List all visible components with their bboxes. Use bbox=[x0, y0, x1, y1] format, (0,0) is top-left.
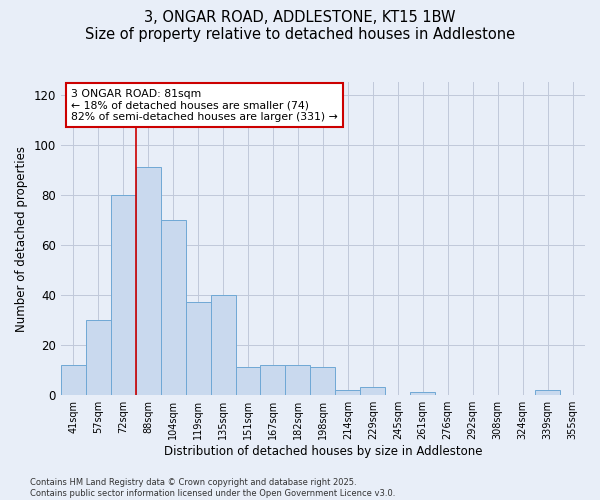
Bar bbox=[535, 390, 560, 394]
Bar bbox=[111, 195, 136, 394]
Bar bbox=[211, 295, 236, 394]
Bar bbox=[61, 364, 86, 394]
Bar bbox=[260, 364, 286, 394]
Bar bbox=[161, 220, 185, 394]
Bar bbox=[236, 367, 260, 394]
Bar bbox=[361, 387, 385, 394]
X-axis label: Distribution of detached houses by size in Addlestone: Distribution of detached houses by size … bbox=[164, 444, 482, 458]
Text: Contains HM Land Registry data © Crown copyright and database right 2025.
Contai: Contains HM Land Registry data © Crown c… bbox=[30, 478, 395, 498]
Bar bbox=[185, 302, 211, 394]
Bar bbox=[310, 367, 335, 394]
Bar bbox=[286, 364, 310, 394]
Text: 3, ONGAR ROAD, ADDLESTONE, KT15 1BW
Size of property relative to detached houses: 3, ONGAR ROAD, ADDLESTONE, KT15 1BW Size… bbox=[85, 10, 515, 42]
Bar bbox=[86, 320, 111, 394]
Bar bbox=[410, 392, 435, 394]
Text: 3 ONGAR ROAD: 81sqm
← 18% of detached houses are smaller (74)
82% of semi-detach: 3 ONGAR ROAD: 81sqm ← 18% of detached ho… bbox=[71, 88, 338, 122]
Bar bbox=[136, 168, 161, 394]
Bar bbox=[335, 390, 361, 394]
Y-axis label: Number of detached properties: Number of detached properties bbox=[15, 146, 28, 332]
